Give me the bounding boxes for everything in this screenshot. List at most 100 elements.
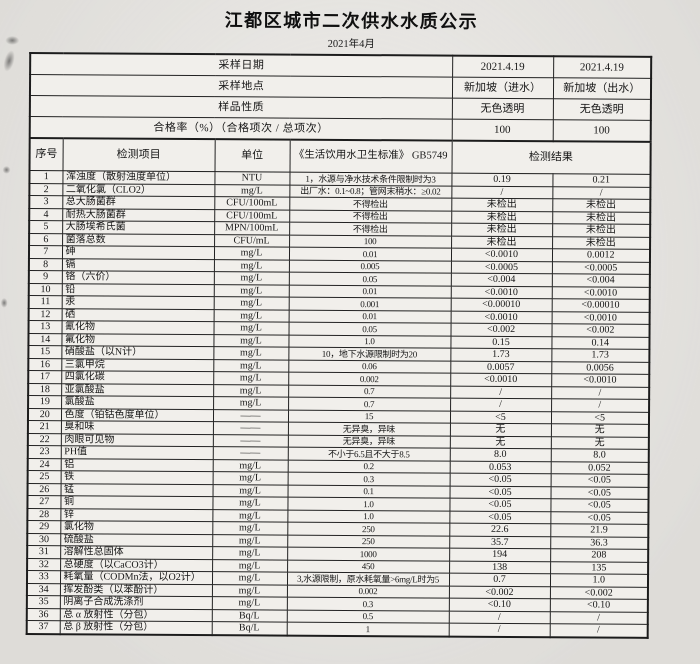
- cell-no: 15: [28, 345, 62, 359]
- cell-item: 总 β 放射性（分包）: [59, 620, 212, 635]
- cell-unit: mg/L: [213, 384, 289, 398]
- cell-r2: /: [551, 398, 650, 412]
- cell-r2: 1.73: [551, 348, 650, 362]
- cell-no: 28: [27, 508, 61, 521]
- cell-unit: mg/L: [212, 521, 288, 535]
- cell-item: 硫酸盐: [60, 533, 213, 547]
- cell-r1: 未检出: [451, 235, 553, 249]
- cell-col2: 新加坡（出水）: [552, 77, 652, 100]
- cell-standard: 0.1: [287, 484, 450, 499]
- cell-unit: mg/L: [213, 346, 289, 360]
- cell-unit: ——: [212, 421, 288, 435]
- cell-unit: mg/L: [211, 596, 287, 610]
- cell-label: 合格率（%）（合格项次 / 总项次）: [29, 116, 452, 141]
- scan-artifact: [5, 35, 20, 45]
- cell-unit: mg/L: [212, 484, 288, 498]
- cell-r2: 未检出: [552, 236, 651, 250]
- cell-no: 32: [27, 558, 61, 571]
- cell-r2: <0.0010: [551, 311, 650, 325]
- col-header-no: 序号: [29, 138, 63, 171]
- cell-unit: Bq/L: [211, 621, 287, 636]
- cell-unit: ——: [212, 446, 288, 460]
- cell-standard: 出厂水：0.1~0.8；管网末稍水：≥0.02: [289, 184, 452, 199]
- cell-item: 阴离子合成洗涤剂: [59, 595, 212, 610]
- cell-item: 三氯甲烷: [61, 358, 214, 372]
- cell-label: 样品性质: [29, 95, 452, 120]
- cell-standard: 不小于6.5且不大于8.5: [287, 447, 450, 461]
- cell-standard: 100: [289, 234, 452, 249]
- cell-unit: mg/L: [213, 246, 290, 260]
- cell-unit: mg/L: [213, 284, 289, 298]
- cell-unit: mg/L: [212, 496, 288, 510]
- cell-item: 亚氯酸盐: [61, 383, 214, 397]
- cell-standard: 1.0: [288, 334, 451, 349]
- cell-r1: 未检出: [451, 198, 553, 212]
- cell-standard: 0.005: [288, 259, 451, 274]
- cell-standard: 1: [286, 622, 449, 637]
- cell-unit: ——: [212, 434, 288, 448]
- cell-item: 铜: [60, 495, 213, 510]
- scan-artifact: [2, 165, 11, 174]
- cell-r2: 未检出: [552, 223, 651, 237]
- cell-unit: mg/L: [213, 371, 289, 385]
- report-month: 2021年4月: [327, 38, 375, 51]
- cell-unit: mg/L: [213, 271, 289, 285]
- cell-no: 30: [27, 533, 61, 546]
- cell-standard: 1000: [287, 547, 450, 561]
- cell-col1: 2021.4.19: [452, 55, 554, 78]
- cell-no: 33: [26, 570, 61, 584]
- cell-label: 采样日期: [30, 53, 453, 78]
- cell-r2: 36.3: [550, 536, 649, 550]
- cell-r1: /: [448, 623, 550, 637]
- cell-r2: 0.14: [551, 336, 650, 350]
- cell-item: 大肠埃希氏菌: [62, 220, 215, 235]
- cell-r1: <0.10: [448, 598, 550, 612]
- cell-no: 6: [29, 233, 63, 246]
- cell-r1: 无: [449, 435, 551, 449]
- cell-item: 总大肠菌群: [62, 195, 215, 210]
- cell-standard: 1.0: [287, 509, 450, 524]
- cell-r2: <0.0010: [551, 286, 650, 300]
- cell-standard: 不得检出: [289, 209, 452, 224]
- cell-item: 浑浊度（散射浊度单位）: [62, 170, 215, 185]
- cell-no: 19: [28, 395, 62, 409]
- cell-item: 四氯化碳: [61, 370, 214, 385]
- cell-standard: 0.001: [288, 297, 451, 311]
- cell-r1: <0.05: [449, 473, 551, 487]
- cell-unit: mg/L: [212, 534, 288, 548]
- cell-item: 总 α 放射性（分包）: [59, 608, 212, 622]
- cell-r2: <0.004: [551, 273, 650, 287]
- cell-label: 采样地点: [29, 74, 453, 99]
- cell-no: 8: [28, 258, 62, 271]
- cell-no: 16: [28, 358, 62, 371]
- scan-artifact: [0, 297, 8, 308]
- cell-r1: 0.15: [450, 335, 552, 349]
- cell-r2: <5: [550, 411, 650, 425]
- cell-r2: 无: [550, 423, 649, 437]
- cell-standard: 0.05: [288, 322, 451, 336]
- cell-r1: 194: [449, 548, 551, 562]
- cell-standard: 3,水源限制，原水耗氧量>6mg/L时为5: [286, 572, 450, 586]
- cell-no: 31: [27, 545, 61, 559]
- cell-col1: 100: [451, 119, 553, 142]
- cell-r2: <0.0010: [551, 373, 650, 387]
- cell-no: 17: [28, 370, 62, 384]
- cell-unit: mg/L: [212, 559, 288, 573]
- cell-r2: <0.002: [549, 586, 648, 600]
- cell-r2: /: [549, 611, 648, 625]
- cell-standard: 0.002: [288, 372, 451, 386]
- cell-unit: ——: [212, 409, 289, 423]
- cell-r1: <0.0010: [450, 373, 552, 387]
- cell-r1: 0.7: [448, 573, 551, 587]
- scanned-document: 江都区城市二次供水水质公示 2021年4月 采样日期 2021.4.19 2021.…: [0, 10, 653, 639]
- cell-item: 溶解性总固体: [60, 545, 213, 560]
- cell-r2: 1.0: [549, 573, 649, 587]
- cell-r1: 22.6: [449, 523, 551, 537]
- cell-r2: <0.05: [550, 486, 649, 500]
- cell-r1: <0.0010: [450, 285, 552, 299]
- cell-r1: /: [450, 398, 552, 412]
- cell-standard: 1，水源与净水技术条件限制时为3: [289, 172, 452, 186]
- cell-r1: /: [450, 385, 552, 399]
- cell-r2: 0.052: [550, 461, 649, 475]
- column-header-row: 序号 检测项目 单位 《生活饮用水卫生标准》 GB5749 检测结果: [29, 138, 651, 175]
